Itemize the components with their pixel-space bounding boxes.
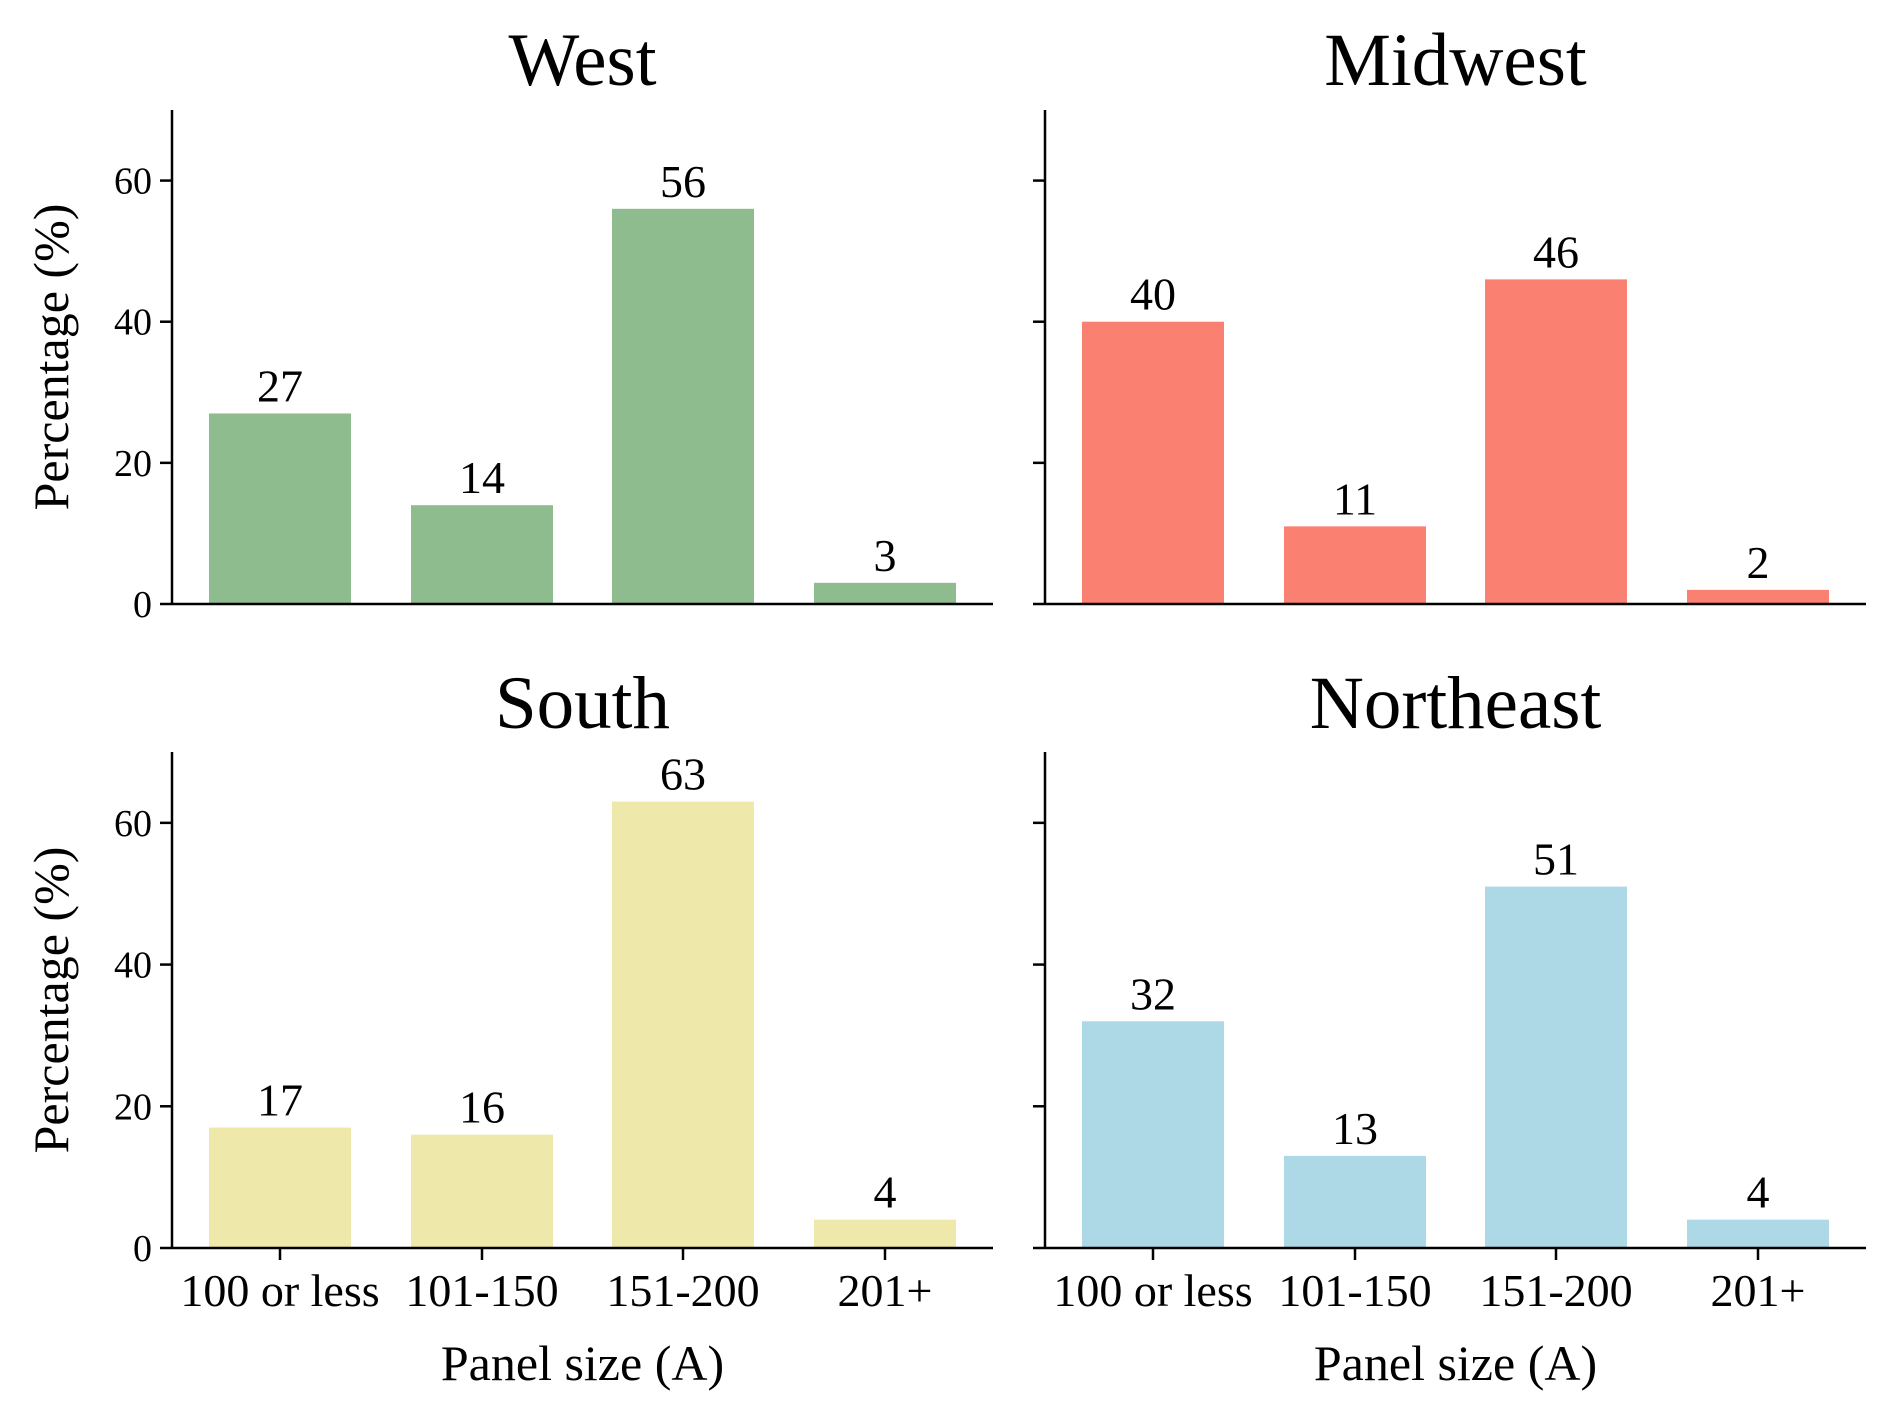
- panel-northeast: Northeast 32 13 51 4 100 or less 101-150 151-20…: [1033, 662, 1866, 1391]
- bar-value-label: 2: [1747, 537, 1770, 588]
- panel-title: West: [508, 19, 656, 102]
- bar-101-150: [411, 1134, 553, 1248]
- bar-100-or-less: [1082, 321, 1224, 604]
- y-tick-label: 20: [114, 443, 152, 485]
- bar-201+: [1687, 589, 1829, 604]
- bar-151-200: [612, 208, 754, 605]
- bar-101-150: [411, 505, 553, 604]
- y-tick-label: 60: [114, 803, 152, 845]
- panel-midwest: Midwest 40 11 46 2: [1033, 19, 1866, 606]
- bar-value-label: 16: [459, 1082, 505, 1133]
- bar-201+: [1687, 1219, 1829, 1248]
- bar-value-label: 3: [874, 530, 897, 581]
- y-tick-label: 40: [114, 945, 152, 987]
- y-tick-label: 60: [114, 161, 152, 203]
- bar-value-label: 27: [257, 360, 303, 411]
- x-tick-label: 201+: [1711, 1265, 1806, 1316]
- bar-value-label: 51: [1533, 834, 1579, 885]
- bar-151-200: [612, 801, 754, 1248]
- bar-value-label: 17: [257, 1075, 303, 1126]
- x-tick-label: 151-200: [606, 1265, 759, 1316]
- y-tick-label: 20: [114, 1086, 152, 1128]
- bar-201+: [814, 1219, 956, 1248]
- y-tick-label: 0: [133, 1228, 152, 1270]
- bar-value-label: 63: [660, 749, 706, 800]
- panel-west: West 27 14 56 3 0 20 40 60 Percentage (%): [23, 19, 993, 626]
- x-tick-label: 100 or less: [180, 1265, 379, 1316]
- x-tick-label: 151-200: [1479, 1265, 1632, 1316]
- panel-title: Midwest: [1324, 19, 1587, 102]
- bar-151-200: [1485, 279, 1627, 604]
- y-axis-label: Percentage (%): [23, 204, 79, 511]
- bar-101-150: [1284, 526, 1426, 604]
- bar-value-label: 11: [1333, 473, 1377, 524]
- bar-value-label: 46: [1533, 226, 1579, 277]
- bar-151-200: [1485, 886, 1627, 1248]
- bar-value-label: 4: [874, 1167, 897, 1218]
- y-axis-label: Percentage (%): [23, 847, 79, 1154]
- x-tick-label: 201+: [838, 1265, 933, 1316]
- bar-value-label: 32: [1130, 968, 1176, 1019]
- bar-value-label: 56: [660, 156, 706, 207]
- x-axis-label: Panel size (A): [1314, 1335, 1597, 1391]
- panel-title: Northeast: [1310, 662, 1602, 745]
- bar-100-or-less: [209, 413, 351, 604]
- bar-value-label: 13: [1332, 1103, 1378, 1154]
- x-tick-label: 101-150: [1278, 1265, 1431, 1316]
- bar-value-label: 4: [1747, 1167, 1770, 1218]
- x-axis-label: Panel size (A): [441, 1335, 724, 1391]
- y-tick-label: 40: [114, 302, 152, 344]
- bar-value-label: 40: [1130, 269, 1176, 320]
- panel-title: South: [495, 662, 670, 745]
- bar-201+: [814, 582, 956, 604]
- x-tick-label: 101-150: [405, 1265, 558, 1316]
- bar-value-label: 14: [459, 452, 505, 503]
- x-tick-label: 100 or less: [1053, 1265, 1252, 1316]
- bar-100-or-less: [1082, 1021, 1224, 1248]
- y-tick-label: 0: [133, 584, 152, 626]
- bar-100-or-less: [209, 1127, 351, 1248]
- bar-101-150: [1284, 1155, 1426, 1248]
